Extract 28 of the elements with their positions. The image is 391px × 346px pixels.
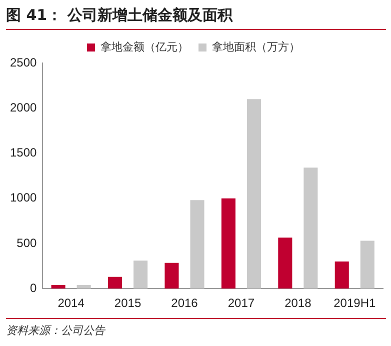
- bar: [360, 240, 374, 289]
- bar: [304, 168, 318, 289]
- bar: [246, 99, 261, 289]
- bar: [76, 284, 91, 289]
- y-tick-label: 1000: [10, 190, 38, 205]
- bar: [278, 238, 292, 289]
- y-tick-label: 1500: [10, 146, 38, 160]
- x-tick-label: 2015: [114, 296, 142, 310]
- y-tick-label: 500: [16, 236, 38, 250]
- y-tick-label: 2000: [10, 100, 38, 114]
- y-tick-label: 2500: [10, 55, 38, 70]
- x-tick-label: 2018: [284, 296, 312, 310]
- legend-label: 拿地金额（亿元）: [100, 40, 188, 54]
- bar: [334, 262, 349, 289]
- bar: [51, 284, 66, 289]
- bar: [190, 200, 204, 289]
- x-tick-label: 2014: [58, 296, 85, 310]
- bar: [134, 260, 148, 289]
- text: 资料来源：公司公告: [6, 318, 386, 338]
- legend-label: 拿地面积（万方）: [212, 40, 300, 54]
- chart-title: 图 41： 公司新增土储金额及面积: [6, 6, 386, 30]
- bar: [221, 198, 236, 289]
- bar: [108, 276, 122, 289]
- x-tick-label: 2017: [228, 296, 255, 310]
- x-tick-label: 2019H1: [334, 296, 376, 310]
- bar: [164, 262, 179, 289]
- x-tick-label: 2016: [171, 296, 198, 310]
- y-tick-label: 0: [30, 280, 38, 295]
